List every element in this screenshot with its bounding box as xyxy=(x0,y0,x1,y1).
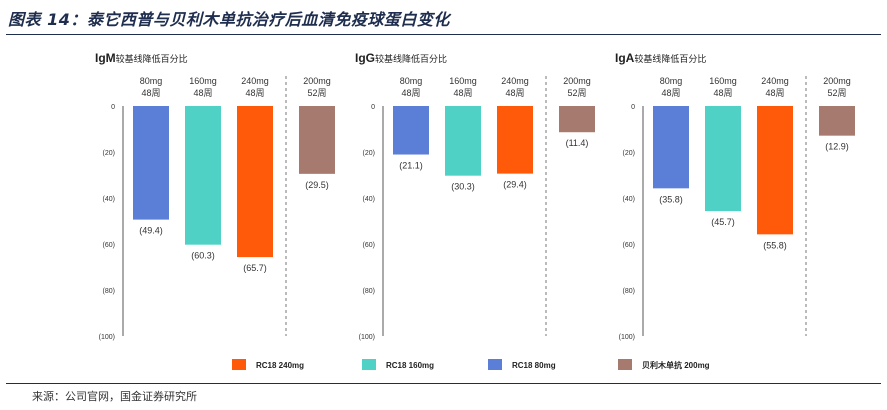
data-label: (30.3) xyxy=(451,182,475,192)
data-label: (21.1) xyxy=(399,161,423,171)
panel-title-desc: 较基线降低百分比 xyxy=(116,53,188,65)
data-label: (45.7) xyxy=(711,217,735,227)
category-dose-label: 160mg xyxy=(709,76,737,86)
legend-swatch xyxy=(232,359,246,370)
category-dose-label: 240mg xyxy=(501,76,529,86)
category-duration-label: 52周 xyxy=(307,88,326,98)
y-tick-label: (40) xyxy=(363,196,375,203)
data-label: (65.7) xyxy=(243,263,267,273)
bar xyxy=(559,106,595,133)
panel-title-metric: IgM xyxy=(95,51,116,65)
data-label: (60.3) xyxy=(191,251,215,261)
y-tick-label: (80) xyxy=(363,288,375,295)
data-label: (12.9) xyxy=(825,142,849,152)
category-duration-label: 52周 xyxy=(827,88,846,98)
figure-title: 图表 14：泰它西普与贝利木单抗治疗后血清免疫球蛋白变化 xyxy=(8,10,450,29)
y-tick-label: (40) xyxy=(623,196,635,203)
category-duration-label: 48周 xyxy=(453,88,472,98)
data-label: (55.8) xyxy=(763,240,787,250)
category-duration-label: 48周 xyxy=(765,88,784,98)
data-label: (29.5) xyxy=(305,180,329,190)
panel-title: IgG较基线降低百分比 xyxy=(355,51,447,65)
panel-title-metric: IgG xyxy=(355,51,375,65)
bar xyxy=(185,106,221,245)
bar xyxy=(757,106,793,235)
y-tick-label: 0 xyxy=(371,104,375,111)
chart-area: IgM较基线降低百分比0(20)(40)(60)(80)(100)80mg48周… xyxy=(95,51,855,370)
source-note: 来源：公司官网，国金证券研究所 xyxy=(32,390,197,403)
category-duration-label: 48周 xyxy=(245,88,264,98)
y-tick-label: (100) xyxy=(619,334,635,341)
category-duration-label: 48周 xyxy=(713,88,732,98)
bar xyxy=(133,106,169,220)
panel-title: IgM较基线降低百分比 xyxy=(95,51,188,65)
panel-title-desc: 较基线降低百分比 xyxy=(634,53,706,65)
category-dose-label: 200mg xyxy=(303,76,331,86)
bar xyxy=(653,106,689,189)
y-tick-label: 0 xyxy=(631,104,635,111)
bar xyxy=(497,106,533,174)
category-dose-label: 200mg xyxy=(823,76,851,86)
bar xyxy=(393,106,429,155)
category-dose-label: 80mg xyxy=(140,76,163,86)
y-tick-label: (60) xyxy=(363,242,375,249)
bar xyxy=(237,106,273,258)
data-label: (11.4) xyxy=(566,138,589,148)
category-duration-label: 48周 xyxy=(661,88,680,98)
y-tick-label: (60) xyxy=(623,242,635,249)
category-dose-label: 240mg xyxy=(241,76,269,86)
legend-label: RC18 160mg xyxy=(386,361,434,370)
bar xyxy=(819,106,855,136)
category-duration-label: 48周 xyxy=(505,88,524,98)
panel-title-desc: 较基线降低百分比 xyxy=(375,53,447,65)
category-dose-label: 240mg xyxy=(761,76,789,86)
data-label: (29.4) xyxy=(503,180,527,190)
y-tick-label: (20) xyxy=(363,150,375,157)
legend-label: 贝利木单抗 200mg xyxy=(642,360,710,370)
category-dose-label: 160mg xyxy=(189,76,217,86)
legend-swatch xyxy=(362,359,376,370)
category-duration-label: 48周 xyxy=(193,88,212,98)
y-tick-label: (40) xyxy=(103,196,115,203)
panel-title-metric: IgA xyxy=(615,51,635,65)
category-dose-label: 160mg xyxy=(449,76,477,86)
title-divider xyxy=(6,34,881,35)
legend-swatch xyxy=(618,359,632,370)
footer-divider xyxy=(6,383,881,384)
y-tick-label: 0 xyxy=(111,104,115,111)
bar xyxy=(299,106,335,174)
data-label: (49.4) xyxy=(139,226,163,236)
legend-label: RC18 240mg xyxy=(256,361,304,370)
y-tick-label: (20) xyxy=(103,150,115,157)
category-duration-label: 48周 xyxy=(401,88,420,98)
category-dose-label: 200mg xyxy=(563,76,591,86)
category-dose-label: 80mg xyxy=(400,76,423,86)
y-tick-label: (80) xyxy=(623,288,635,295)
legend-swatch xyxy=(488,359,502,370)
category-duration-label: 52周 xyxy=(567,88,586,98)
y-tick-label: (80) xyxy=(103,288,115,295)
category-dose-label: 80mg xyxy=(660,76,683,86)
y-tick-label: (100) xyxy=(359,334,375,341)
category-duration-label: 48周 xyxy=(141,88,160,98)
y-tick-label: (20) xyxy=(623,150,635,157)
y-tick-label: (60) xyxy=(103,242,115,249)
data-label: (35.8) xyxy=(659,194,683,204)
panel-title: IgA较基线降低百分比 xyxy=(615,51,706,65)
bar xyxy=(445,106,481,176)
bar xyxy=(705,106,741,212)
y-tick-label: (100) xyxy=(99,334,115,341)
legend-label: RC18 80mg xyxy=(512,361,556,370)
